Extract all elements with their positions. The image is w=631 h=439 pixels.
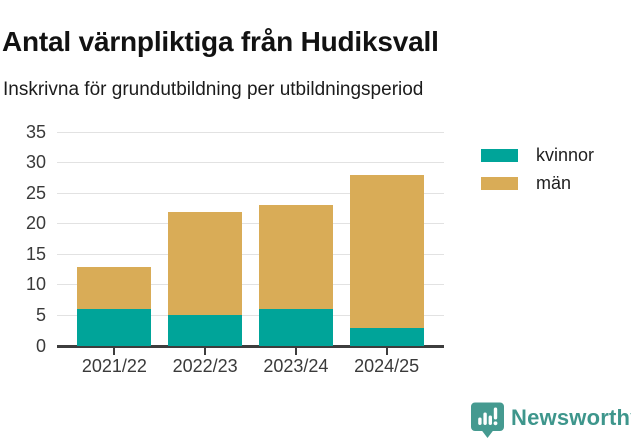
legend-swatch-man — [481, 177, 518, 190]
y-tick-label-0: 0 — [35, 335, 46, 356]
x-tick-label-2024/25: 2024/25 — [354, 356, 420, 376]
gridline-25 — [57, 192, 444, 194]
gridline-15 — [57, 253, 444, 255]
y-tick-label-5: 5 — [35, 304, 46, 325]
x-tick-2023/24 — [294, 348, 297, 355]
bar-segment-män-2023/24 — [258, 205, 333, 310]
legend: kvinnor män — [481, 145, 595, 202]
bar-segment-män-2021/22 — [77, 266, 152, 310]
y-tick-label-20: 20 — [25, 213, 46, 234]
legend-label-kvinnor: kvinnor — [536, 145, 595, 165]
chart-subtitle: Inskrivna för grundutbildning per utbild… — [3, 79, 424, 100]
x-tick-label-2023/24: 2023/24 — [263, 356, 329, 376]
newsworthy-logo: Newsworthy — [470, 402, 631, 439]
x-tick-2022/23 — [204, 348, 207, 355]
x-tick-2024/25 — [385, 348, 388, 355]
x-axis-line — [57, 345, 444, 348]
gridline-35 — [57, 131, 444, 133]
legend-item-man: män — [481, 173, 594, 193]
y-tick-label-15: 15 — [25, 243, 46, 264]
x-tick-label-2022/23: 2022/23 — [172, 356, 238, 376]
y-tick-label-10: 10 — [25, 274, 46, 295]
bar-segment-män-2022/23 — [168, 211, 243, 316]
bar-segment-kvinnor-2022/23 — [168, 315, 243, 346]
bar-segment-kvinnor-2023/24 — [258, 309, 333, 346]
gridline-30 — [57, 162, 444, 164]
bar-segment-kvinnor-2021/22 — [77, 309, 152, 346]
newsworthy-logo-text: Newsworthy — [511, 404, 631, 430]
newsworthy-speech-bubble-chart-icon — [471, 402, 504, 438]
legend-item-kvinnor: kvinnor — [481, 145, 595, 165]
x-tick-label-2021/22: 2021/22 — [81, 356, 147, 376]
legend-label-man: män — [536, 173, 572, 193]
plot-area — [57, 131, 444, 355]
gridline-10 — [57, 284, 444, 286]
y-tick-label-35: 35 — [25, 121, 46, 142]
y-tick-label-30: 30 — [25, 152, 46, 173]
x-tick-2021/22 — [113, 348, 116, 355]
y-axis-labels: 0 5 10 15 20 25 30 35 — [0, 122, 46, 356]
gridline-5 — [57, 314, 444, 316]
gridline-20 — [57, 223, 444, 225]
y-tick-label-25: 25 — [25, 182, 46, 203]
legend-swatch-kvinnor — [481, 149, 518, 162]
bar-segment-män-2024/25 — [349, 174, 424, 328]
bar-segment-kvinnor-2024/25 — [349, 327, 424, 346]
x-axis-labels: 2021/22 2022/23 2023/24 2024/25 — [57, 356, 444, 380]
chart-title: Antal värnpliktiga från Hudiksvall — [2, 25, 439, 57]
